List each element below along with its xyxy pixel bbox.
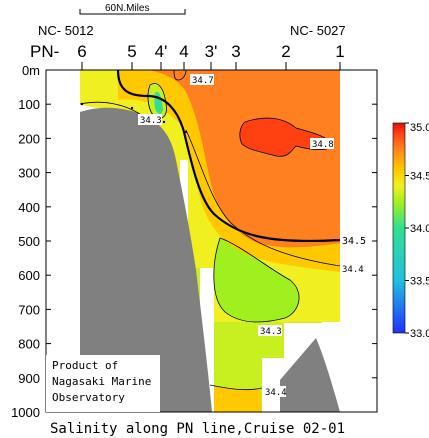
contour-34.4-deep: [209, 384, 263, 391]
contour-34.8: [239, 117, 333, 157]
region-34.7-orange: [148, 70, 340, 248]
y-tick-label: 800: [18, 337, 40, 352]
contour-label: 34.3: [260, 327, 282, 337]
seafloor-seamount: [280, 338, 340, 412]
contour-label-bg: [264, 386, 286, 397]
y-tick-label: 200: [18, 131, 40, 146]
contour-left-wedge: [147, 83, 167, 119]
section-plot: 34.7 34.8 34.3 34.5 34.4 34.3 34.4: [45, 69, 378, 413]
y-tick-label: 600: [18, 268, 40, 283]
credit-line: Nagasaki Marine: [52, 375, 151, 388]
end-station-right: NC- 5027: [290, 23, 346, 38]
y-tick-label: 0m: [22, 63, 40, 78]
scale-bar-label: 60N.Miles: [105, 3, 149, 14]
colorbar-ticks: 35.0 34.5 34.0 33.5 33.0: [405, 122, 429, 340]
scale-bar: [79, 9, 186, 15]
contour-label: 34.4: [265, 388, 287, 398]
line-label: PN-: [30, 42, 59, 61]
y-tick-label: 300: [18, 166, 40, 181]
y-tick-label: 400: [18, 200, 40, 215]
colorbar-tick-label: 34.5: [410, 171, 429, 183]
station-label: 1: [335, 42, 344, 61]
region-34.2-lime: [186, 140, 322, 412]
sample-markers: [80, 102, 188, 134]
colorbar-tick-label: 34.0: [410, 223, 429, 235]
colorbar: 35.0 34.5 34.0 33.5 33.0: [392, 122, 429, 340]
station-label: 3: [231, 42, 240, 61]
sample-marker: [130, 106, 134, 110]
y-tick-label: 500: [18, 234, 40, 249]
contour-label: 34.4: [342, 265, 364, 275]
colorbar-gradient: [392, 122, 406, 334]
contour-label-bg: [310, 138, 334, 149]
y-tick-label: 700: [18, 302, 40, 317]
station-label: 4': [155, 42, 168, 61]
contour-label: 34.7: [192, 76, 214, 86]
region-34.8-red: [239, 118, 332, 157]
sample-marker: [184, 130, 188, 134]
sample-marker: [162, 120, 166, 124]
colorbar-tick-label: 35.0: [410, 122, 429, 134]
credit-line: Product of: [52, 359, 118, 372]
contour-34.3: [213, 237, 300, 323]
seafloor-continental-slope: [80, 107, 212, 413]
top-annotations: 60N.Miles NC- 5012 NC- 5027 PN- 6 5 4' 4 3' 3…: [30, 3, 346, 70]
credit-line: Observatory: [52, 391, 125, 404]
colorbar-tick-label: 33.0: [410, 328, 429, 340]
station-label: 2: [281, 42, 290, 61]
credit-background: [46, 355, 160, 412]
colorbar-tick-label: 33.5: [410, 276, 429, 288]
region-34.4-small-amber: [210, 385, 262, 412]
contour-34.7: [173, 69, 187, 81]
y-tick-label: 900: [18, 371, 40, 386]
station-label: 5: [127, 42, 136, 61]
contour-label: 34.5: [342, 236, 366, 247]
station-label: 6: [77, 42, 86, 61]
contour-lines: [79, 69, 341, 391]
contour-34.4-upper-left: [79, 101, 141, 115]
missing-data-gap-3: [262, 358, 284, 388]
contour-label: 34.3: [140, 116, 162, 126]
chart-title: Salinity along PN line,Cruise 02-01: [50, 421, 345, 437]
sample-marker: [80, 102, 84, 106]
y-tick-label: 1000: [11, 405, 40, 420]
credit-box: Product of Nagasaki Marine Observatory: [46, 355, 160, 412]
end-station-left: NC- 5012: [38, 23, 94, 38]
contour-34.5-bold: [116, 69, 341, 243]
contour-label-bg: [138, 114, 162, 125]
station-label: 3': [205, 42, 218, 61]
contour-34.4: [185, 129, 341, 267]
region-34.3-yellowgreen: [213, 238, 300, 322]
contour-label-bg: [258, 325, 282, 336]
contour-label: 34.8: [312, 140, 334, 150]
contour-label-bg: [190, 74, 214, 85]
station-label: 4: [179, 42, 188, 61]
contour-value-labels: 34.7 34.8 34.3 34.5 34.4 34.3 34.4: [138, 74, 366, 398]
station-labels: 6 5 4' 4 3' 3 2 1: [77, 42, 345, 70]
y-tick-label: 100: [18, 97, 40, 112]
